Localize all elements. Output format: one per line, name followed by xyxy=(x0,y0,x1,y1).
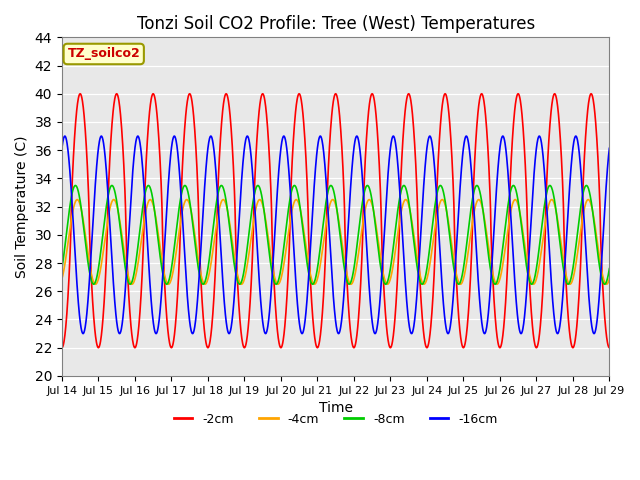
-16cm xyxy=(590,331,598,336)
Title: Tonzi Soil CO2 Profile: Tree (West) Temperatures: Tonzi Soil CO2 Profile: Tree (West) Temp… xyxy=(136,15,535,33)
-2cm xyxy=(86,240,93,246)
-4cm xyxy=(590,215,598,220)
-4cm xyxy=(74,197,81,203)
-2cm xyxy=(605,345,613,350)
-4cm xyxy=(86,264,94,270)
-8cm xyxy=(324,187,332,193)
Legend: -2cm, -4cm, -8cm, -16cm: -2cm, -4cm, -8cm, -16cm xyxy=(168,408,502,431)
-16cm xyxy=(243,133,251,139)
-2cm xyxy=(324,164,332,170)
-16cm xyxy=(590,331,598,336)
-16cm xyxy=(490,239,497,245)
Text: TZ_soilco2: TZ_soilco2 xyxy=(67,48,140,60)
-16cm xyxy=(589,330,597,336)
-16cm xyxy=(58,145,66,151)
-8cm xyxy=(86,271,93,277)
-4cm xyxy=(310,281,317,287)
-8cm xyxy=(236,281,243,287)
-4cm xyxy=(420,281,428,287)
-4cm xyxy=(605,276,613,282)
-8cm xyxy=(590,220,598,226)
-2cm xyxy=(490,284,497,289)
-8cm xyxy=(310,280,317,286)
-16cm xyxy=(86,271,93,277)
-4cm xyxy=(590,216,598,222)
Line: -4cm: -4cm xyxy=(62,200,609,284)
Line: -8cm: -8cm xyxy=(62,185,609,284)
-8cm xyxy=(436,182,444,188)
-16cm xyxy=(310,188,317,194)
-8cm xyxy=(490,279,497,285)
-2cm xyxy=(590,101,598,107)
-2cm xyxy=(310,327,317,333)
-8cm xyxy=(605,266,613,272)
-16cm xyxy=(324,214,332,220)
-4cm xyxy=(324,208,332,214)
-2cm xyxy=(589,99,597,105)
X-axis label: Time: Time xyxy=(319,401,353,415)
-8cm xyxy=(590,217,598,223)
Y-axis label: Soil Temperature (C): Soil Temperature (C) xyxy=(15,135,29,278)
-16cm xyxy=(605,145,613,151)
-2cm xyxy=(259,91,266,96)
Line: -16cm: -16cm xyxy=(62,136,609,334)
-4cm xyxy=(490,274,497,280)
-2cm xyxy=(58,345,66,350)
-8cm xyxy=(58,266,66,272)
-4cm xyxy=(58,276,66,282)
Line: -2cm: -2cm xyxy=(62,94,609,348)
